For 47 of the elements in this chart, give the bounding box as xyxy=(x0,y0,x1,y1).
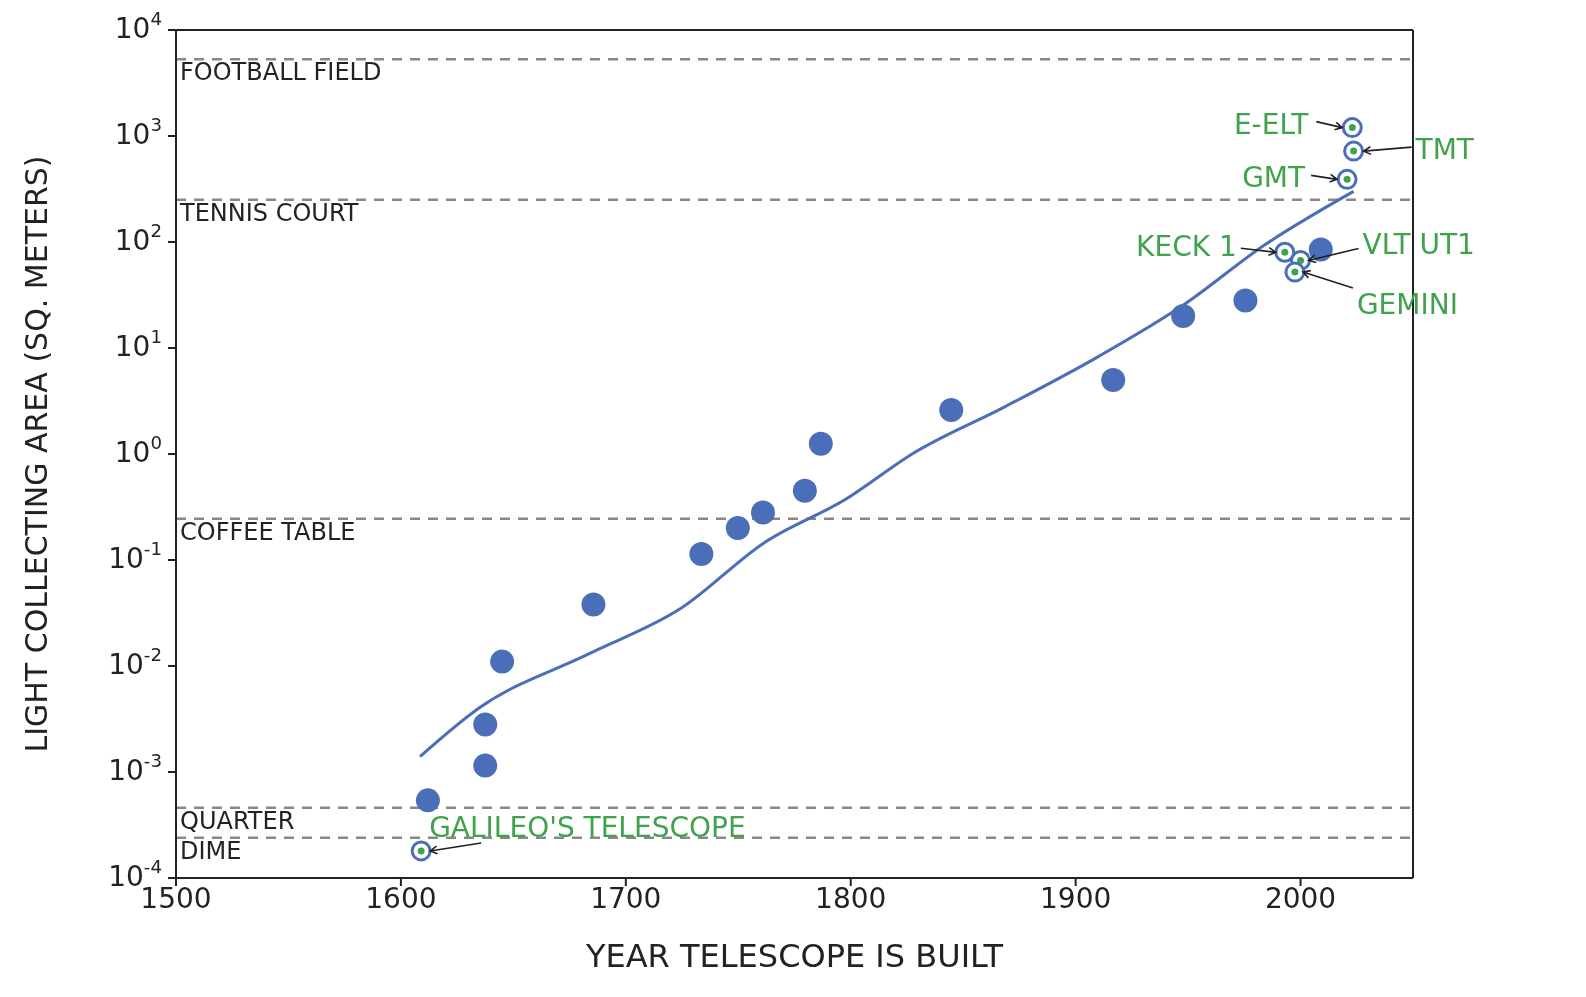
point xyxy=(725,516,750,541)
point xyxy=(473,712,498,737)
y-tick-label: 10$^{-3}$ xyxy=(108,749,162,787)
point xyxy=(1171,304,1196,329)
point xyxy=(1308,237,1333,262)
point xyxy=(1336,168,1358,190)
y-tick-label: 10$^{0}$ xyxy=(114,431,162,469)
y-tick-label: 10$^{-1}$ xyxy=(108,537,162,575)
annotation: GALILEO'S TELESCOPE xyxy=(429,810,746,844)
x-axis-title: YEAR TELESCOPE IS BUILT xyxy=(584,937,1004,975)
point xyxy=(1101,367,1126,392)
point xyxy=(939,398,964,423)
point xyxy=(808,431,833,456)
x-tick-label: 2000 xyxy=(1264,881,1337,915)
y-tick-label: 10$^{-2}$ xyxy=(108,643,162,681)
point xyxy=(1284,261,1306,283)
point xyxy=(1343,140,1365,162)
annotation: VLT UT1 xyxy=(1362,228,1475,262)
y-axis-title: LIGHT COLLECTING AREA (SQ. METERS) xyxy=(18,155,54,753)
point xyxy=(415,788,440,813)
annotation: E-ELT xyxy=(1233,107,1310,141)
ref-line-label: COFFEE TABLE xyxy=(180,517,356,546)
x-tick-label: 1900 xyxy=(1040,881,1112,915)
point xyxy=(1233,288,1258,313)
annotation: GMT xyxy=(1242,161,1306,195)
point xyxy=(410,840,432,862)
point xyxy=(490,649,515,674)
annotation: KECK 1 xyxy=(1136,230,1237,264)
y-tick-label: 10$^{2}$ xyxy=(114,219,162,257)
ref-line-label: TENNIS COURT xyxy=(179,198,359,227)
annotation: TMT xyxy=(1414,133,1475,167)
point xyxy=(1274,241,1296,263)
point xyxy=(689,541,714,566)
y-tick-label: 10$^{4}$ xyxy=(114,7,162,45)
x-tick-label: 1600 xyxy=(365,881,437,915)
point xyxy=(1341,117,1363,139)
ref-line-label: FOOTBALL FIELD xyxy=(180,58,382,87)
point xyxy=(581,592,606,617)
x-tick-label: 1800 xyxy=(815,881,887,915)
ref-line-label: QUARTER xyxy=(180,806,295,835)
point xyxy=(751,500,776,525)
point xyxy=(473,753,498,778)
x-tick-label: 1700 xyxy=(590,881,662,915)
point xyxy=(792,478,817,503)
y-tick-label: 10$^{1}$ xyxy=(114,325,162,363)
y-tick-label: 10$^{3}$ xyxy=(114,113,162,151)
ref-line-label: DIME xyxy=(180,836,242,865)
